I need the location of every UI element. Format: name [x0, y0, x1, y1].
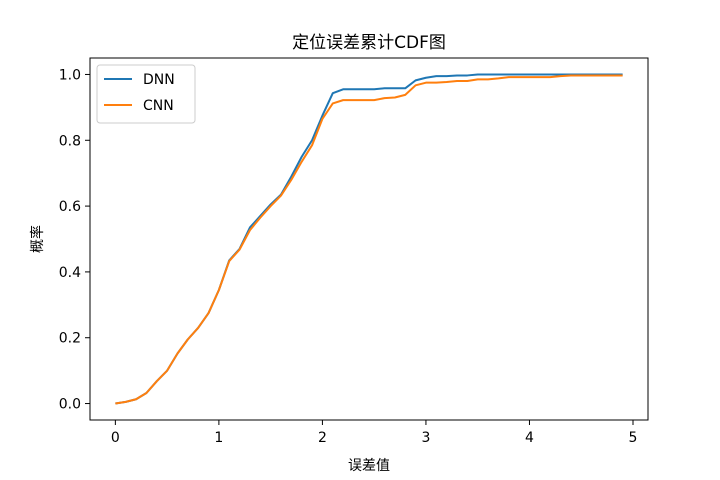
x-axis-ticks: 0 1 2 3 4 5 — [111, 420, 638, 446]
y-tick-label: 0.0 — [59, 397, 81, 413]
legend-label-1: CNN — [143, 98, 174, 114]
plot-lines — [115, 73, 623, 405]
y-axis-ticks: 0.0 0.2 0.4 0.6 0.8 1.0 — [59, 67, 90, 413]
x-tick-label: 0 — [111, 430, 120, 446]
x-tick-label: 2 — [318, 430, 327, 446]
x-tick-label: 4 — [525, 430, 534, 446]
y-tick-label: 0.4 — [59, 265, 81, 281]
y-tick-label: 0.8 — [59, 133, 81, 149]
y-axis-label: 概率 — [29, 225, 46, 253]
series-line-1 — [115, 74, 623, 405]
series-line-0 — [115, 73, 623, 405]
legend-label-0: DNN — [143, 72, 175, 88]
y-tick-label: 0.2 — [59, 331, 81, 347]
plot-frame — [89, 57, 649, 421]
x-tick-label: 5 — [629, 430, 638, 446]
x-tick-label: 1 — [214, 430, 223, 446]
chart-legend: DNN CNN — [96, 64, 196, 124]
y-tick-label: 0.6 — [59, 199, 81, 215]
x-axis-label: 误差值 — [348, 458, 390, 474]
chart-title: 定位误差累计CDF图 — [292, 33, 446, 53]
y-tick-label: 1.0 — [59, 67, 81, 83]
x-tick-label: 3 — [421, 430, 430, 446]
